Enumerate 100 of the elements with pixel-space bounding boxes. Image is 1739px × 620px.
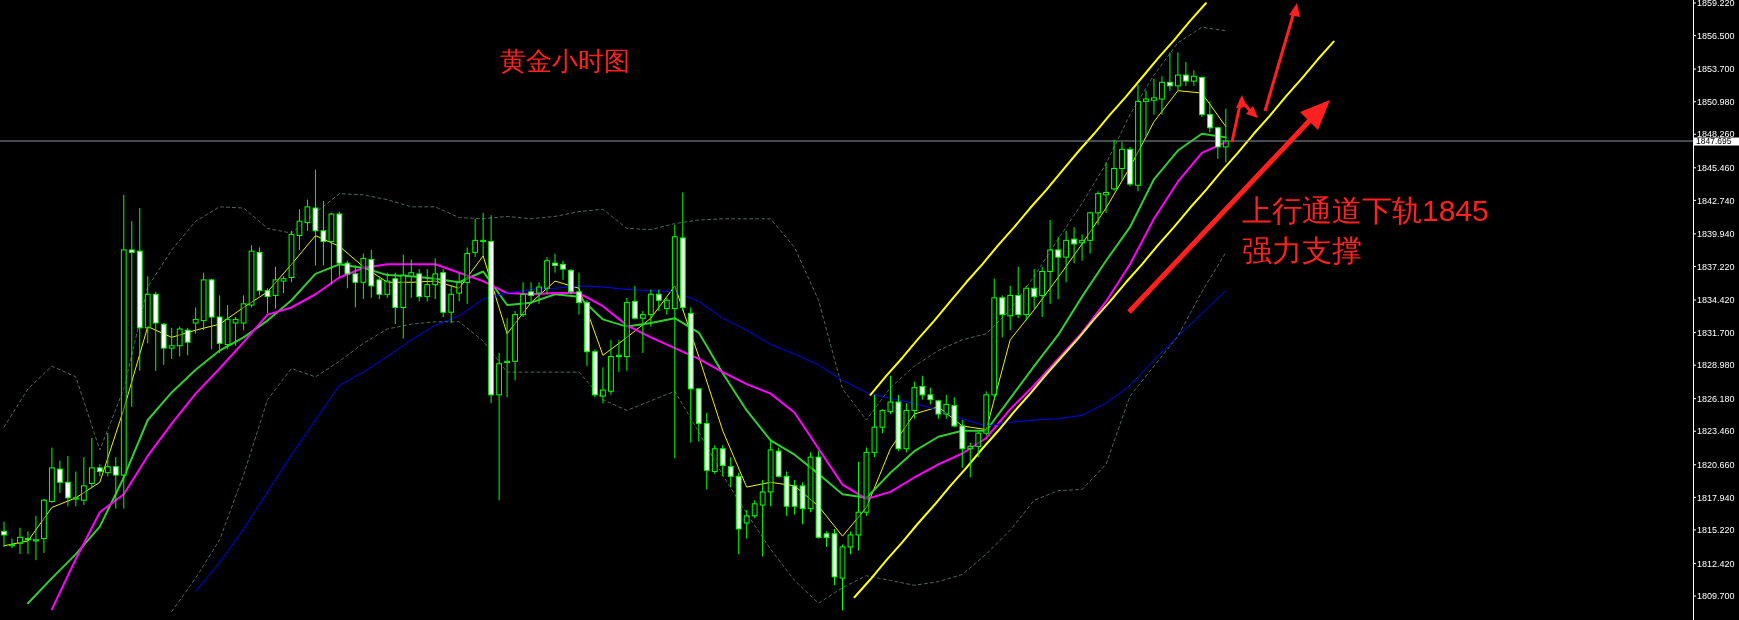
candlestick xyxy=(160,323,167,366)
candlestick xyxy=(240,294,247,331)
y-tick-label: 1856.500 xyxy=(1697,30,1735,41)
candlestick xyxy=(80,456,87,506)
candlestick xyxy=(200,272,207,331)
candlestick xyxy=(216,294,223,354)
y-tick-label: 1817.940 xyxy=(1697,492,1735,503)
y-tick-label: 1812.420 xyxy=(1697,558,1735,569)
candlestick xyxy=(72,471,79,507)
candlestick xyxy=(57,460,63,494)
candlestick xyxy=(584,299,590,367)
candlestick xyxy=(280,275,287,294)
candlestick xyxy=(1127,146,1133,187)
candlestick xyxy=(1063,230,1070,283)
candlestick xyxy=(759,479,766,558)
candlestick xyxy=(448,285,455,324)
candlestick xyxy=(592,348,598,398)
y-tick-label: 1845.460 xyxy=(1697,162,1735,173)
candlestick xyxy=(432,257,439,300)
candlestick xyxy=(144,275,151,344)
candlestick xyxy=(1198,76,1205,118)
candlestick xyxy=(991,278,998,401)
candlestick xyxy=(552,253,558,274)
candlestick xyxy=(9,538,15,549)
annotation: 上行通道下轨1845 xyxy=(1242,193,1489,227)
candlestick xyxy=(887,375,894,415)
candlestick xyxy=(1175,51,1181,92)
candlestick xyxy=(1111,139,1117,192)
y-tick-label: 1831.700 xyxy=(1697,327,1735,338)
candlestick xyxy=(743,509,750,540)
candlestick xyxy=(120,194,127,510)
candlestick xyxy=(328,213,335,286)
y-tick-label: 1809.700 xyxy=(1697,591,1735,602)
candlestick xyxy=(41,499,47,554)
candlestick xyxy=(639,310,646,354)
candlestick xyxy=(687,306,694,444)
candlestick xyxy=(112,456,119,510)
candlestick xyxy=(1143,90,1149,137)
candlestick xyxy=(272,266,279,310)
candlestick xyxy=(1031,268,1038,310)
candlestick xyxy=(600,366,606,404)
candlestick xyxy=(528,281,534,305)
candlestick xyxy=(384,272,391,299)
candlestick xyxy=(544,256,550,295)
candlestick xyxy=(176,326,183,358)
candlestick xyxy=(480,212,487,257)
y-tick-label: 1815.220 xyxy=(1697,525,1735,536)
candlestick xyxy=(568,269,574,295)
candlestick xyxy=(320,200,327,267)
candlestick xyxy=(671,224,678,459)
y-tick-label: 1839.940 xyxy=(1697,229,1735,240)
candlestick xyxy=(520,281,526,318)
candlestick xyxy=(1151,78,1157,116)
candlestick xyxy=(999,294,1006,338)
candlestick xyxy=(1206,100,1213,134)
candlestick xyxy=(152,291,159,372)
candlestick xyxy=(751,499,758,519)
y-tick-label: 1828.980 xyxy=(1697,360,1735,371)
candlestick xyxy=(64,455,71,507)
candlestick xyxy=(128,220,135,408)
candlestick xyxy=(1007,285,1014,331)
candlestick xyxy=(975,432,982,458)
candlestick xyxy=(1183,61,1189,87)
y-tick-label: 1823.460 xyxy=(1697,426,1735,437)
candlestick xyxy=(248,244,255,308)
candlestick xyxy=(472,218,479,258)
candlestick xyxy=(879,409,886,434)
candlestick xyxy=(400,254,407,340)
candlestick xyxy=(616,339,622,373)
candlestick xyxy=(1087,212,1093,255)
candlestick xyxy=(1190,69,1197,87)
y-tick-label: 1850.980 xyxy=(1697,96,1735,107)
candlestick xyxy=(576,272,582,316)
candlestick xyxy=(312,169,319,267)
candlestick xyxy=(943,394,950,420)
y-tick-label: 1834.420 xyxy=(1697,295,1735,306)
candlestick xyxy=(1103,162,1109,214)
candlestick xyxy=(25,530,31,555)
candlestick xyxy=(1095,190,1101,226)
candlestick xyxy=(536,281,542,305)
candlestick xyxy=(296,208,303,251)
candlestick xyxy=(855,461,862,552)
candlestick xyxy=(655,288,662,312)
candlestick xyxy=(1135,84,1141,192)
candlestick xyxy=(911,381,918,420)
candlestick xyxy=(560,260,566,281)
y-tick-label: 1842.740 xyxy=(1697,195,1735,206)
candlestick xyxy=(168,327,175,360)
candlestick xyxy=(17,527,23,555)
y-tick-label: 1859.220 xyxy=(1697,0,1735,9)
candlestick xyxy=(703,412,710,490)
candlestick xyxy=(512,310,518,381)
candlestick xyxy=(663,297,670,316)
candlestick xyxy=(871,394,878,458)
candlestick xyxy=(983,390,990,437)
candlestick xyxy=(839,544,846,611)
candlestick xyxy=(1047,219,1054,305)
candlestick xyxy=(1159,75,1165,116)
candlestick xyxy=(408,259,415,299)
candlestick xyxy=(368,249,375,299)
